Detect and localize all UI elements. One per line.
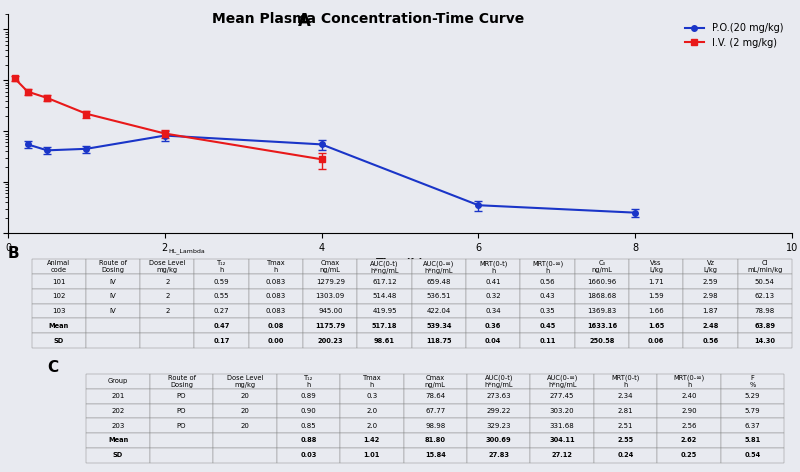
Text: C: C: [47, 361, 58, 376]
Legend: P.O.(20 mg/kg), I.V. (2 mg/kg): P.O.(20 mg/kg), I.V. (2 mg/kg): [681, 19, 787, 51]
X-axis label: Time(h): Time(h): [376, 258, 424, 268]
Text: Mean Plasma Concentration-Time Curve: Mean Plasma Concentration-Time Curve: [212, 12, 524, 26]
Text: B: B: [8, 246, 20, 261]
Text: HL_Lambda: HL_Lambda: [168, 248, 205, 254]
Text: A: A: [298, 12, 310, 30]
